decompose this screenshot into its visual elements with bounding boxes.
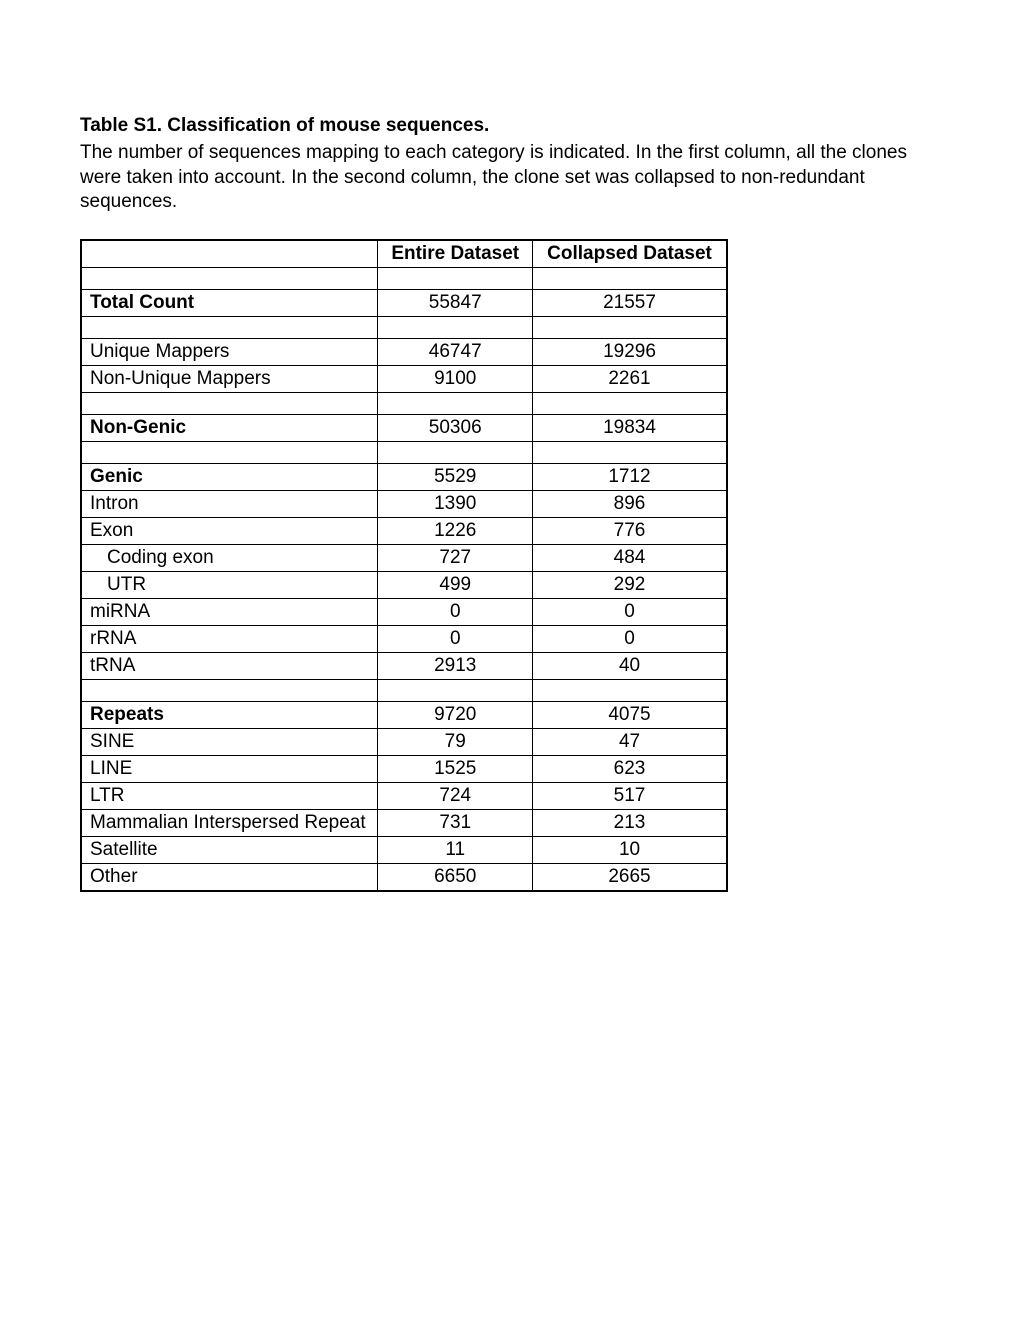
row-label: tRNA [81, 653, 378, 680]
spacer-row [81, 680, 727, 702]
spacer-row [81, 393, 727, 415]
row-value-collapsed: 40 [533, 653, 727, 680]
row-value-entire: 9720 [378, 702, 533, 729]
row-value-entire: 727 [378, 545, 533, 572]
row-value-entire: 0 [378, 599, 533, 626]
table-caption: The number of sequences mapping to each … [80, 141, 940, 215]
table-row: SINE 79 47 [81, 729, 727, 756]
row-value-entire: 11 [378, 837, 533, 864]
table-row: Unique Mappers 46747 19296 [81, 339, 727, 366]
spacer-row [81, 268, 727, 290]
row-label: Intron [81, 491, 378, 518]
row-value-entire: 79 [378, 729, 533, 756]
row-value-entire: 731 [378, 810, 533, 837]
table-header-row: Entire Dataset Collapsed Dataset [81, 240, 727, 268]
row-label: UTR [81, 572, 378, 599]
header-cell-collapsed: Collapsed Dataset [533, 240, 727, 268]
row-value-collapsed: 776 [533, 518, 727, 545]
row-value-collapsed: 2261 [533, 366, 727, 393]
table-title: Table S1. Classification of mouse sequen… [80, 115, 940, 137]
row-value-collapsed: 292 [533, 572, 727, 599]
row-value-collapsed: 0 [533, 626, 727, 653]
row-label: Total Count [81, 290, 378, 317]
row-label: Repeats [81, 702, 378, 729]
row-label: rRNA [81, 626, 378, 653]
row-value-collapsed: 2665 [533, 864, 727, 892]
spacer-row [81, 442, 727, 464]
row-value-entire: 9100 [378, 366, 533, 393]
table-row: LINE 1525 623 [81, 756, 727, 783]
row-value-entire: 6650 [378, 864, 533, 892]
row-value-collapsed: 896 [533, 491, 727, 518]
table-row: Genic 5529 1712 [81, 464, 727, 491]
row-label: Non-Unique Mappers [81, 366, 378, 393]
table-row: Coding exon 727 484 [81, 545, 727, 572]
row-value-entire: 1525 [378, 756, 533, 783]
row-value-entire: 5529 [378, 464, 533, 491]
row-label: Coding exon [81, 545, 378, 572]
row-value-collapsed: 213 [533, 810, 727, 837]
row-value-entire: 499 [378, 572, 533, 599]
row-value-collapsed: 10 [533, 837, 727, 864]
table-row: Non-Genic 50306 19834 [81, 415, 727, 442]
row-value-collapsed: 19296 [533, 339, 727, 366]
table-row: UTR 499 292 [81, 572, 727, 599]
spacer-row [81, 317, 727, 339]
table-row: Intron 1390 896 [81, 491, 727, 518]
row-label: miRNA [81, 599, 378, 626]
classification-table: Entire Dataset Collapsed Dataset Total C… [80, 239, 728, 892]
row-value-entire: 46747 [378, 339, 533, 366]
row-value-collapsed: 19834 [533, 415, 727, 442]
table-row: tRNA 2913 40 [81, 653, 727, 680]
row-value-entire: 724 [378, 783, 533, 810]
row-label: Exon [81, 518, 378, 545]
header-cell-entire: Entire Dataset [378, 240, 533, 268]
table-row: Non-Unique Mappers 9100 2261 [81, 366, 727, 393]
row-value-entire: 2913 [378, 653, 533, 680]
header-cell-blank [81, 240, 378, 268]
row-value-collapsed: 1712 [533, 464, 727, 491]
table-row: Repeats 9720 4075 [81, 702, 727, 729]
row-value-collapsed: 623 [533, 756, 727, 783]
table-row: Total Count 55847 21557 [81, 290, 727, 317]
row-value-collapsed: 0 [533, 599, 727, 626]
row-label: LTR [81, 783, 378, 810]
row-value-entire: 50306 [378, 415, 533, 442]
table-row: LTR 724 517 [81, 783, 727, 810]
row-value-collapsed: 484 [533, 545, 727, 572]
table-row: Exon 1226 776 [81, 518, 727, 545]
row-label: Satellite [81, 837, 378, 864]
row-value-entire: 55847 [378, 290, 533, 317]
table-row: miRNA 0 0 [81, 599, 727, 626]
row-label: Unique Mappers [81, 339, 378, 366]
row-label: Non-Genic [81, 415, 378, 442]
row-label: LINE [81, 756, 378, 783]
row-value-collapsed: 4075 [533, 702, 727, 729]
row-label: Genic [81, 464, 378, 491]
row-value-collapsed: 47 [533, 729, 727, 756]
row-value-entire: 0 [378, 626, 533, 653]
table-row: Other 6650 2665 [81, 864, 727, 892]
row-label: Mammalian Interspersed Repeat [81, 810, 378, 837]
table-row: Mammalian Interspersed Repeat 731 213 [81, 810, 727, 837]
row-value-collapsed: 517 [533, 783, 727, 810]
row-value-entire: 1390 [378, 491, 533, 518]
row-label: Other [81, 864, 378, 892]
table-row: Satellite 11 10 [81, 837, 727, 864]
row-label: SINE [81, 729, 378, 756]
table-row: rRNA 0 0 [81, 626, 727, 653]
row-value-entire: 1226 [378, 518, 533, 545]
row-value-collapsed: 21557 [533, 290, 727, 317]
